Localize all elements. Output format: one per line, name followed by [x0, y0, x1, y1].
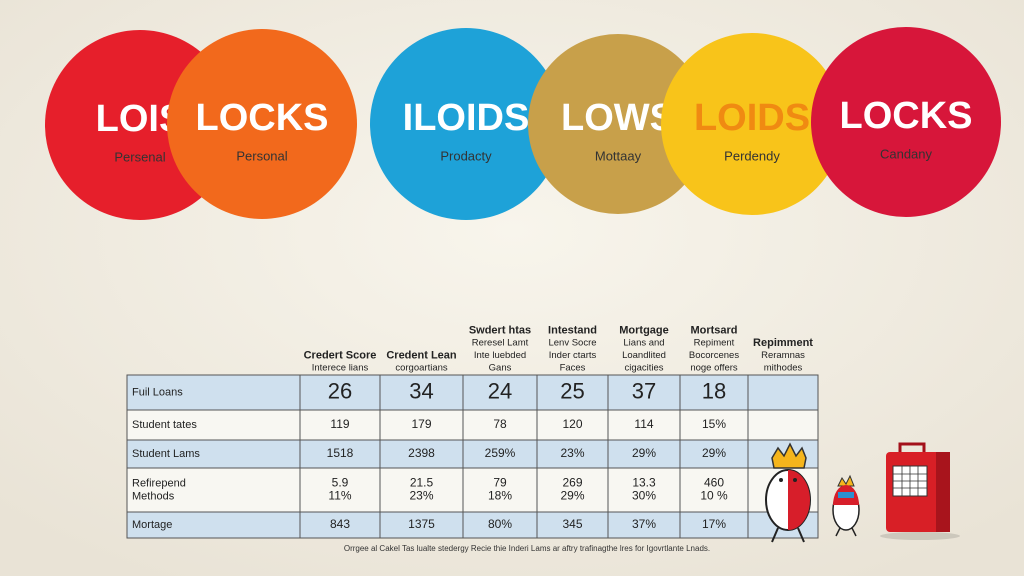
table-cell: 34 — [409, 378, 433, 403]
circle-subtitle: Personal — [236, 148, 287, 163]
table-cell: 80% — [488, 517, 512, 531]
table-cell: 78 — [493, 417, 507, 431]
table-row — [126, 409, 819, 441]
column-header: Reresel Lamt — [472, 338, 529, 349]
column-header: Repiment — [694, 338, 735, 349]
circle-subtitle: Prodacty — [440, 148, 492, 163]
table-cell: 11% — [328, 489, 351, 503]
table-cell: 119 — [330, 417, 349, 431]
table-row — [126, 467, 819, 513]
table-cell: 29% — [632, 446, 656, 460]
illustration — [765, 442, 960, 543]
column-header: noge offers — [690, 363, 738, 374]
table-cell: 2398 — [408, 446, 435, 460]
footer-note: Orrgee al Cakel Tas lualte stedergy Reci… — [344, 544, 710, 553]
column-header: corgoartians — [395, 363, 448, 374]
column-header: Inder ctarts — [549, 350, 597, 361]
column-header: Gans — [489, 363, 512, 374]
column-header: Lians and — [623, 338, 664, 349]
column-header: Lenv Socre — [548, 338, 596, 349]
column-header: Repimment — [753, 337, 813, 349]
circle — [661, 33, 843, 215]
column-header: cigacities — [624, 363, 663, 374]
table-cell: 37 — [632, 378, 656, 403]
table-cell: 24 — [488, 378, 512, 403]
table-cell: 460 — [704, 476, 724, 490]
table-row — [126, 439, 819, 469]
table-cell: 23% — [560, 446, 584, 460]
column-header: Credert Score — [304, 349, 377, 361]
column-header: Interece lians — [312, 363, 369, 374]
circle-title: LOIDS — [694, 97, 810, 139]
row-label: Refirepend — [132, 477, 186, 489]
column-header: Bocorcenes — [689, 350, 739, 361]
row-label: Methods — [132, 490, 175, 502]
circle — [167, 29, 357, 219]
circle-subtitle: Perdendy — [724, 148, 780, 163]
table-cell: 843 — [330, 517, 350, 531]
circle-title: LOCKS — [840, 95, 973, 137]
column-header: Mortsard — [690, 324, 737, 336]
table-cell: 29% — [702, 446, 726, 460]
row-label: Student Lams — [132, 448, 200, 460]
table-cell: 10 % — [700, 489, 728, 503]
row-label: Student tates — [132, 419, 197, 431]
table-cell: 269 — [562, 476, 582, 490]
table-cell: 29% — [560, 489, 584, 503]
circle-subtitle: Mottaay — [595, 148, 642, 163]
column-header: Credent Lean — [386, 349, 457, 361]
table-cell: 5.9 — [332, 476, 349, 490]
row-label: Mortage — [132, 519, 172, 531]
circle-subtitle: Persenal — [114, 149, 165, 164]
table: Fuil Loans 26 34 24 25 37 18 Student tates 119 17… — [126, 324, 819, 539]
column-header: Loandlited — [622, 350, 666, 361]
circle — [370, 28, 562, 220]
column-header: Reramnas — [761, 350, 805, 361]
table-cell: 30% — [632, 489, 656, 503]
table-cell: 18% — [488, 489, 512, 503]
row-label: Fuil Loans — [132, 386, 183, 398]
table-cell: 79 — [493, 476, 507, 490]
table-cell: 25 — [560, 378, 584, 403]
table-cell: 1518 — [327, 446, 354, 460]
table-row — [126, 511, 819, 539]
column-header: Inte luebded — [474, 350, 526, 361]
table-cell: 15% — [702, 417, 726, 431]
circle-row: LOISPersenalLOCKSPersonalILOIDSProdactyL… — [45, 27, 1001, 220]
table-cell: 23% — [409, 489, 433, 503]
column-header: Intestand — [548, 324, 597, 336]
table-cell: 18 — [702, 378, 726, 403]
table-cell: 17% — [702, 517, 726, 531]
circle-title: LOWS — [561, 97, 675, 139]
table-cell: 26 — [328, 378, 352, 403]
circle-title: ILOIDS — [403, 97, 530, 139]
table-cell: 37% — [632, 517, 656, 531]
column-header: Mortgage — [619, 324, 669, 336]
table-cell: 179 — [411, 417, 431, 431]
circle — [811, 27, 1001, 217]
table-cell: 13.3 — [632, 476, 656, 490]
column-header: Swdert htas — [469, 324, 531, 336]
table-cell: 21.5 — [410, 476, 434, 490]
circle — [528, 34, 708, 214]
table-cell: 120 — [562, 417, 582, 431]
column-header: Faces — [560, 363, 586, 374]
circle-title: LOCKS — [196, 97, 329, 139]
column-header: mithodes — [764, 363, 803, 374]
table-cell: 114 — [634, 417, 653, 431]
table-cell: 1375 — [408, 517, 435, 531]
table-cell: 259% — [485, 446, 516, 460]
circle-subtitle: Candany — [880, 146, 933, 161]
table-cell: 345 — [562, 517, 582, 531]
